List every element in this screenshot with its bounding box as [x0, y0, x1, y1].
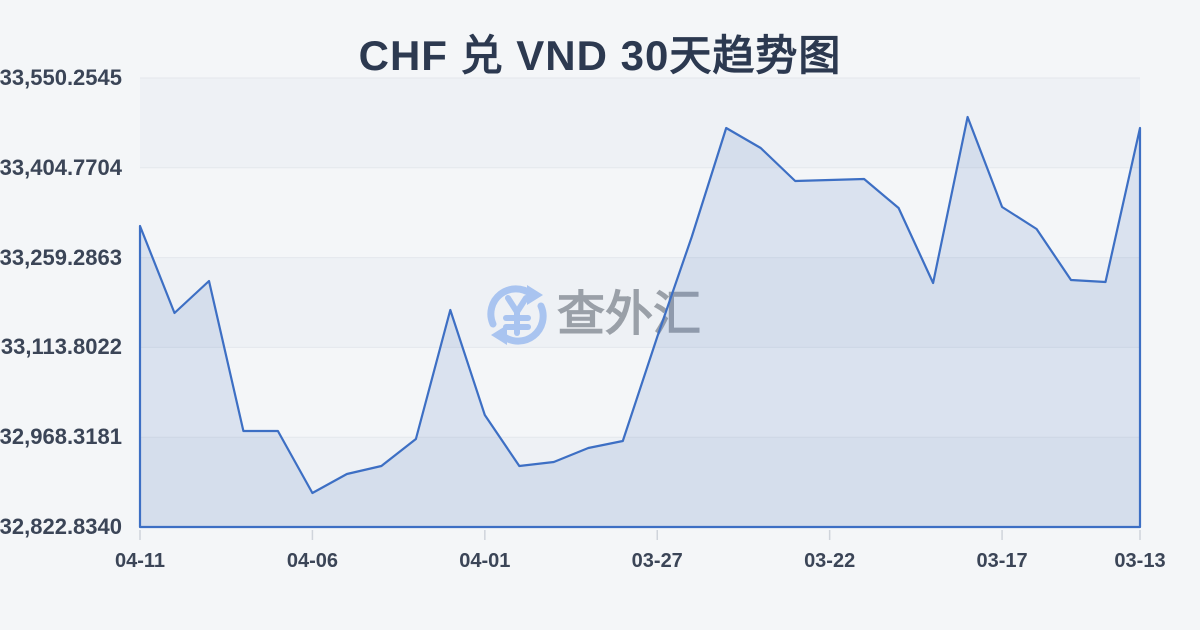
y-axis-label: 33,113.8022 [0, 334, 122, 360]
y-axis-label: 33,404.7704 [0, 154, 122, 180]
x-axis-label: 03-13 [1114, 550, 1166, 572]
chart-title: CHF 兑 VND 30天趋势图 [358, 32, 842, 79]
x-axis-label: 04-11 [114, 550, 166, 572]
y-axis-label: 33,259.2863 [0, 244, 122, 270]
yuan-refresh-icon [487, 285, 547, 345]
watermark: 查外汇 [485, 283, 701, 347]
y-axis-label: 32,822.8340 [0, 514, 122, 539]
watermark-brand-text: 查外汇 [557, 288, 702, 341]
split-area-band [140, 78, 1140, 168]
split-area-band [140, 257, 1140, 348]
x-axis-label: 04-06 [286, 550, 338, 572]
y-axis-label: 33,550.2545 [0, 65, 122, 90]
x-axis-label: 03-22 [804, 550, 856, 572]
x-axis-label: 03-17 [976, 550, 1028, 572]
trend-area-series [138, 115, 1142, 529]
x-axis-label: 04-01 [459, 550, 511, 572]
y-axis-label: 32,968.3181 [0, 424, 122, 450]
x-axis-label: 03-27 [631, 550, 683, 572]
